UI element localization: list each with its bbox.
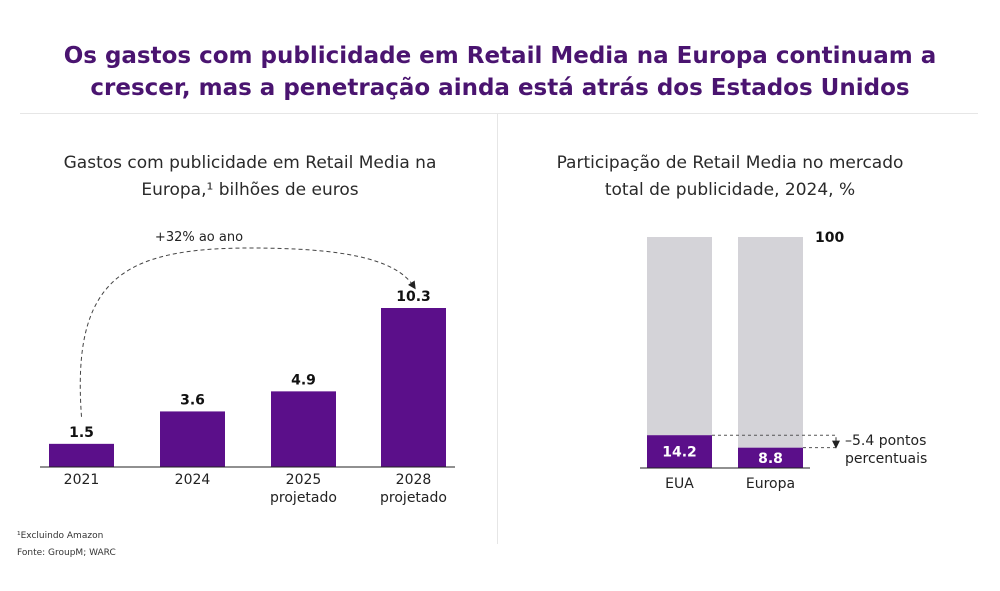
footnote: ¹Excluindo Amazon [17,531,104,541]
bar-2025 [271,391,336,467]
x-tick-label-eua: EUA [665,476,694,492]
total-bar-eua [647,237,712,436]
chart-2-title-line-2: total de publicidade, 2024, % [604,180,856,200]
chart-2-title: Participação de Retail Media no mercado … [500,150,960,204]
x-tick-sublabel-2025: projetado [270,490,337,506]
x-tick-label-2025: 2025 [286,472,322,488]
bar-value-label-2025: 4.9 [291,372,316,388]
total-label: 100 [815,230,844,246]
total-bar-europa [738,237,803,448]
share-bar-eua [647,435,712,468]
bar-value-label-2021: 1.5 [69,425,94,441]
share-bar-europa [738,447,803,468]
page-title: Os gastos com publicidade em Retail Medi… [20,40,980,104]
bar-2021 [49,443,114,467]
bar-value-label-2028: 10.3 [396,289,431,305]
title-line-2: crescer, mas a penetração ainda está atr… [90,75,910,101]
x-tick-label-2021: 2021 [64,472,100,488]
chart-1-title: Gastos com publicidade em Retail Media n… [20,150,480,204]
title-line-1: Os gastos com publicidade em Retail Medi… [63,43,937,69]
share-value-label-eua: 14.2 [662,445,697,461]
source-note: Fonte: GroupM; WARC [17,548,116,558]
gap-label-line-1: –5.4 pontos [845,433,926,449]
chart-1-title-line-1: Gastos com publicidade em Retail Media n… [63,153,437,173]
chart-2-title-line-1: Participação de Retail Media no mercado [556,153,904,173]
share-value-label-europa: 8.8 [758,451,783,467]
panel-divider [497,114,498,544]
footnotes: ¹Excluindo Amazon Fonte: GroupM; WARC [17,528,116,562]
x-tick-label-2028: 2028 [396,472,432,488]
x-tick-label-europa: Europa [746,476,795,492]
chart-1-title-line-2: Europa,¹ bilhões de euros [141,180,359,200]
growth-arrow [79,247,416,417]
bar-2024 [160,411,225,467]
bar-2028 [381,308,446,467]
x-tick-sublabel-2028: projetado [380,490,447,506]
gap-label-line-2: percentuais [845,451,927,467]
bar-value-label-2024: 3.6 [180,392,205,408]
growth-annotation: +32% ao ano [155,230,243,245]
x-tick-label-2024: 2024 [175,472,211,488]
title-divider [20,113,978,114]
